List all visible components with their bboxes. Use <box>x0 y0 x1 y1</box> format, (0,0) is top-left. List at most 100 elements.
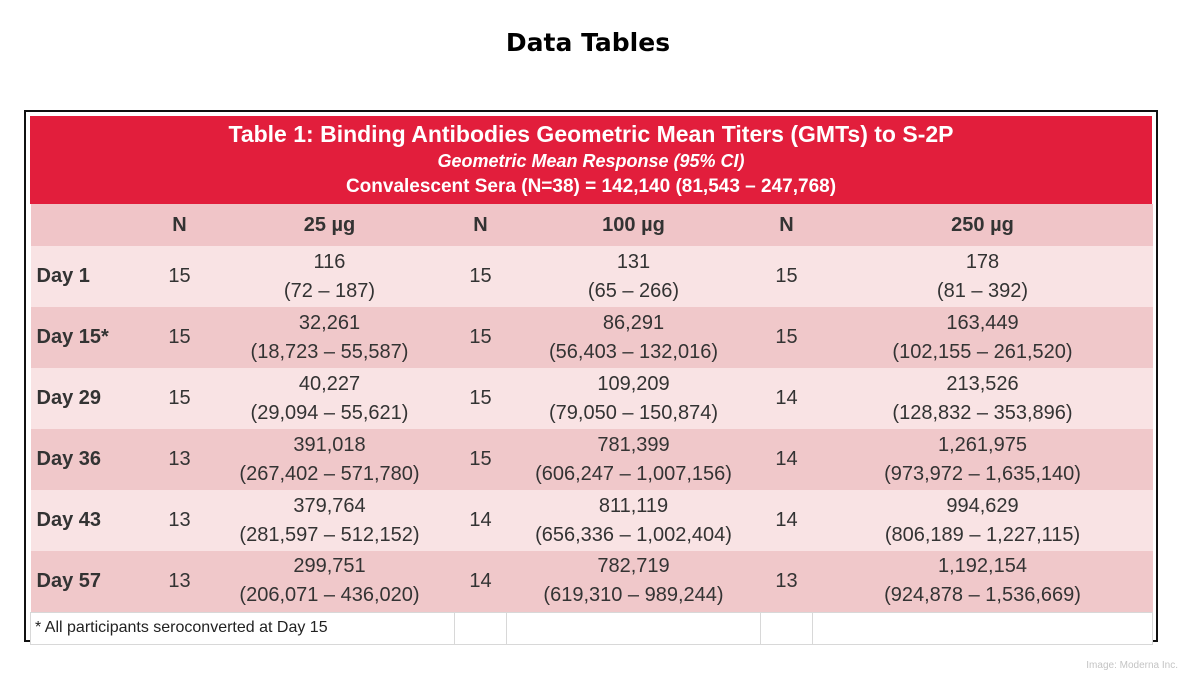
n-100-value: 15 <box>469 326 492 348</box>
table-header-row: N 25 µg N 100 µg N 250 µg <box>30 204 1153 246</box>
dose-25-cell: 391,018 (267,402 – 571,780) <box>205 429 455 490</box>
day-label: Day 57 <box>36 569 102 592</box>
table-row: Day 43 13 379,764 (281,597 – 512,152) 14 811,… <box>30 490 1153 551</box>
n-100-value: 14 <box>469 509 492 531</box>
dose-100-cell: 811,119 (656,336 – 1,002,404) <box>507 490 761 551</box>
n-100-value: 15 <box>469 265 492 287</box>
header-n-250: N <box>779 213 794 236</box>
dose-100-cell: 109,209 (79,050 – 150,874) <box>507 368 761 429</box>
header-n-100: N <box>473 213 488 236</box>
footnote-empty-cell <box>506 611 761 645</box>
gmt-value: 1,261,975 <box>938 433 1027 456</box>
confidence-interval: (656,336 – 1,002,404) <box>535 523 732 546</box>
dose-100-cell: 86,291 (56,403 – 132,016) <box>507 307 761 368</box>
gmt-value: 1,192,154 <box>938 555 1027 578</box>
header-dose-100: 100 µg <box>602 213 665 236</box>
dose-250-cell: 994,629 (806,189 – 1,227,115) <box>813 490 1153 551</box>
header-day <box>31 204 155 246</box>
table-row: Day 1 15 116 (72 – 187) 15 131 (65 – 266) 15 178… <box>30 246 1153 307</box>
gmt-table: Table 1: Binding Antibodies Geometric Me… <box>24 110 1158 645</box>
dose-25-cell: 40,227 (29,094 – 55,621) <box>205 368 455 429</box>
n-250-value: 14 <box>775 509 798 531</box>
confidence-interval: (619,310 – 989,244) <box>543 584 724 607</box>
gmt-value: 994,629 <box>946 494 1019 517</box>
dose-250-cell: 1,261,975 (973,972 – 1,635,140) <box>813 429 1153 490</box>
confidence-interval: (72 – 187) <box>283 279 376 302</box>
dose-25-cell: 32,261 (18,723 – 55,587) <box>205 307 455 368</box>
footnote: * All participants seroconverted at Day … <box>30 611 455 645</box>
confidence-interval: (56,403 – 132,016) <box>548 340 719 363</box>
confidence-interval: (281,597 – 512,152) <box>239 523 420 546</box>
n-250-value: 15 <box>775 265 798 287</box>
confidence-interval: (206,071 – 436,020) <box>239 584 420 607</box>
gmt-value: 391,018 <box>293 433 366 456</box>
confidence-interval: (806,189 – 1,227,115) <box>884 523 1081 546</box>
n-25-value: 13 <box>168 509 191 531</box>
table-row: Day 36 13 391,018 (267,402 – 571,780) 15 781,… <box>30 429 1153 490</box>
n-25-value: 15 <box>168 265 191 287</box>
header-n-25: N <box>172 213 187 236</box>
image-credit: Image: Moderna Inc. <box>1086 660 1178 671</box>
footnote-empty-cell <box>812 611 1153 645</box>
dose-100-cell: 782,719 (619,310 – 989,244) <box>507 551 761 612</box>
dose-25-cell: 299,751 (206,071 – 436,020) <box>205 551 455 612</box>
confidence-interval: (128,832 – 353,896) <box>892 401 1073 424</box>
confidence-interval: (973,972 – 1,635,140) <box>884 462 1081 485</box>
dose-250-cell: 178 (81 – 392) <box>813 246 1153 307</box>
gmt-value: 213,526 <box>946 372 1019 395</box>
gmt-value: 782,719 <box>597 555 670 578</box>
gmt-value: 163,449 <box>946 311 1019 334</box>
header-dose-25: 25 µg <box>303 213 356 236</box>
gmt-value: 32,261 <box>298 311 361 334</box>
day-label: Day 43 <box>36 509 102 531</box>
dose-250-cell: 213,526 (128,832 – 353,896) <box>813 368 1153 429</box>
convalescent-sera-line: Convalescent Sera (N=38) = 142,140 (81,5… <box>345 176 837 197</box>
table-body: Day 1 15 116 (72 – 187) 15 131 (65 – 266) 15 178… <box>30 246 1153 612</box>
day-label: Day 15* <box>36 326 109 348</box>
table-title-band: Table 1: Binding Antibodies Geometric Me… <box>30 116 1152 204</box>
gmt-value: 379,764 <box>293 494 366 517</box>
table-row: Day 15* 15 32,261 (18,723 – 55,587) 15 86,291… <box>30 307 1153 368</box>
table-inner: Table 1: Binding Antibodies Geometric Me… <box>30 116 1153 645</box>
gmt-value: 299,751 <box>293 555 366 578</box>
confidence-interval: (81 – 392) <box>936 279 1029 302</box>
n-100-value: 15 <box>469 387 492 409</box>
header-dose-250: 250 µg <box>951 213 1014 236</box>
footnote-empty-cell <box>454 611 507 645</box>
confidence-interval: (606,247 – 1,007,156) <box>535 462 732 485</box>
dose-25-cell: 116 (72 – 187) <box>205 246 455 307</box>
n-25-value: 15 <box>168 387 191 409</box>
gmt-value: 781,399 <box>597 433 670 456</box>
confidence-interval: (267,402 – 571,780) <box>239 462 420 485</box>
day-label: Day 29 <box>36 387 102 409</box>
n-100-value: 14 <box>469 569 492 592</box>
n-25-value: 13 <box>168 569 191 592</box>
table-title: Table 1: Binding Antibodies Geometric Me… <box>228 121 954 147</box>
n-250-value: 14 <box>775 387 798 409</box>
n-100-value: 15 <box>469 448 492 470</box>
gmt-value: 116 <box>313 250 346 273</box>
gmt-value: 131 <box>616 250 651 273</box>
confidence-interval: (29,094 – 55,621) <box>250 401 409 424</box>
gmt-value: 811,119 <box>598 494 669 517</box>
data-table: N 25 µg N 100 µg N 250 µg Day 1 15 116 (72 … <box>30 204 1153 645</box>
table-row: Day 57 13 299,751 (206,071 – 436,020) 14 782,… <box>30 551 1153 612</box>
day-label: Day 36 <box>36 448 102 470</box>
confidence-interval: (102,155 – 261,520) <box>892 340 1073 363</box>
n-25-value: 15 <box>168 326 191 348</box>
day-label: Day 1 <box>36 265 90 287</box>
dose-100-cell: 131 (65 – 266) <box>507 246 761 307</box>
table-subtitle: Geometric Mean Response (95% CI) <box>437 151 745 171</box>
gmt-value: 178 <box>965 250 1000 273</box>
dose-250-cell: 163,449 (102,155 – 261,520) <box>813 307 1153 368</box>
n-25-value: 13 <box>168 448 191 470</box>
confidence-interval: (79,050 – 150,874) <box>548 401 719 424</box>
n-250-value: 13 <box>775 569 798 592</box>
gmt-value: 40,227 <box>298 372 361 395</box>
n-250-value: 14 <box>775 448 798 470</box>
n-250-value: 15 <box>775 326 798 348</box>
dose-100-cell: 781,399 (606,247 – 1,007,156) <box>507 429 761 490</box>
confidence-interval: (924,878 – 1,536,669) <box>884 584 1081 607</box>
confidence-interval: (65 – 266) <box>587 279 680 302</box>
dose-250-cell: 1,192,154 (924,878 – 1,536,669) <box>813 551 1153 612</box>
